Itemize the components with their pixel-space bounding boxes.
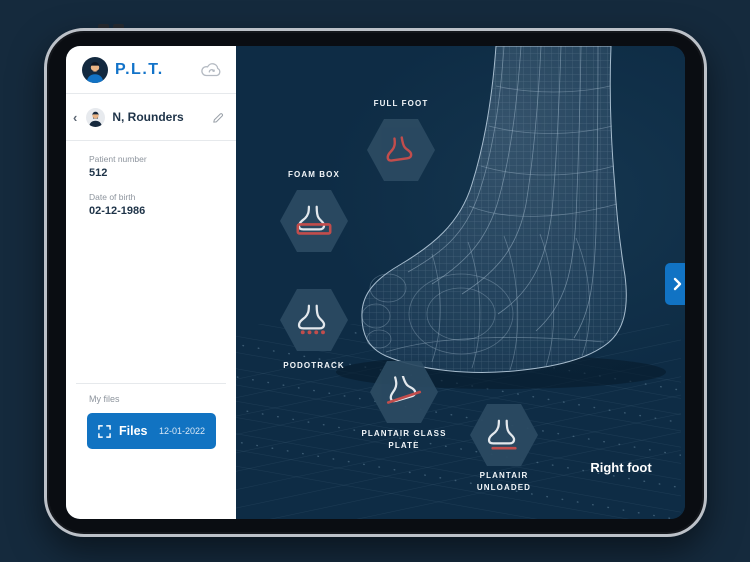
full-foot-icon: [384, 135, 413, 162]
unloaded-foot-icon: [487, 419, 517, 450]
foot-side-label: Right foot: [590, 460, 652, 475]
logo-avatar-icon: [82, 56, 108, 83]
sidebar: P.L.T. ‹: [66, 46, 236, 519]
files-button-label: Files: [119, 424, 148, 438]
field-label: Patient number: [89, 154, 147, 164]
patient-name: N, Rounders: [112, 110, 184, 124]
edit-patient-button[interactable]: [211, 111, 224, 124]
sidebar-spacer: [66, 230, 236, 383]
field-value: 512: [89, 167, 108, 179]
patient-info: Patient number 512 Date of birth 02-12-1…: [66, 141, 236, 230]
scan-hex-podotrack[interactable]: [280, 289, 348, 351]
patient-number-field: Patient number 512: [89, 154, 226, 179]
scan-frame-icon: [98, 424, 111, 438]
app-screen: P.L.T. ‹: [66, 46, 685, 519]
next-chevron-icon: [673, 277, 681, 291]
patient-header: ‹ N, Rounders: [66, 94, 236, 140]
my-files-label: My files: [89, 394, 120, 404]
back-chevron-button[interactable]: ‹: [73, 109, 78, 125]
scan-hex-plantair-glass-plate[interactable]: [370, 361, 438, 423]
tablet-volume-button: [113, 24, 124, 30]
next-panel-button[interactable]: [665, 263, 685, 305]
tablet-frame: P.L.T. ‹: [44, 28, 707, 537]
scan-hex-full-foot[interactable]: [367, 119, 435, 181]
wireframe-foot-image: [361, 46, 627, 373]
cloud-sync-button[interactable]: [200, 61, 223, 78]
scan-hex-foam-box[interactable]: [280, 190, 348, 252]
cloud-sync-icon: [201, 63, 221, 77]
scan-hex-plantair-unloaded[interactable]: [470, 404, 538, 466]
scan-label-plantair-unloaded: PLANTAIR UNLOADED: [476, 471, 532, 492]
pencil-edit-icon: [213, 112, 224, 123]
date-of-birth-field: Date of birth 02-12-1986: [89, 192, 226, 217]
divider: [66, 93, 236, 94]
glass-plate-foot-icon: [386, 376, 422, 404]
logo-row: P.L.T.: [66, 46, 236, 93]
patient-avatar: [86, 107, 106, 127]
tablet-volume-button: [98, 24, 109, 30]
field-value: 02-12-1986: [89, 205, 146, 217]
divider: [66, 140, 236, 141]
scan-label-podotrack: PODOTRACK: [283, 361, 345, 370]
files-button-date: 12-01-2022: [158, 426, 205, 436]
foam-box-foot-icon: [296, 205, 332, 235]
app-logo-text: P.L.T.: [115, 60, 164, 78]
scan-selection-panel: FULL FOOT FOAM BOX: [236, 46, 685, 519]
podotrack-foot-icon: [297, 304, 326, 335]
field-label: Date of birth: [89, 192, 136, 202]
divider: [76, 383, 226, 384]
files-button[interactable]: Files 12-01-2022: [87, 413, 216, 449]
scan-label-foam-box: FOAM BOX: [288, 170, 340, 179]
scan-label-full-foot: FULL FOOT: [373, 99, 429, 108]
scan-label-plantair-glass-plate: PLANTAIR GLASS PLATE: [361, 429, 447, 450]
